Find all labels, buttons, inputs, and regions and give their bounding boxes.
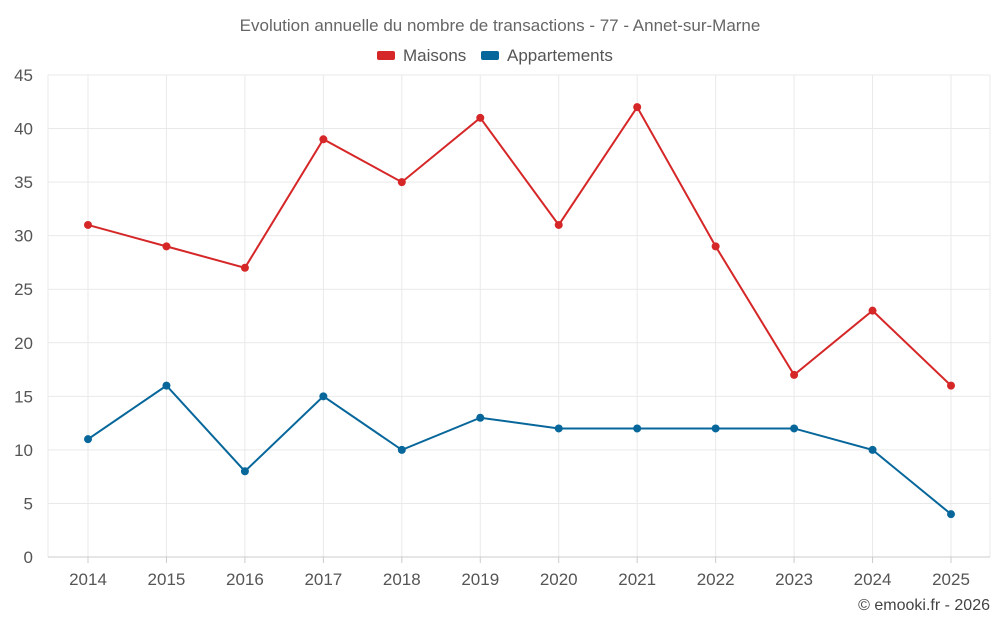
y-tick-label: 15 — [14, 387, 33, 406]
x-tick-label: 2024 — [854, 570, 892, 589]
y-tick-label: 10 — [14, 441, 33, 460]
data-point-maisons[interactable] — [319, 135, 328, 144]
y-tick-label: 5 — [24, 494, 33, 513]
y-axis-ticks: 0 5 10 15 20 25 30 35 40 45 — [14, 66, 33, 567]
data-point-appartements[interactable] — [84, 435, 92, 444]
footer-credit: © emooki.fr - 2026 — [858, 597, 990, 614]
data-point-maisons[interactable] — [790, 370, 799, 379]
y-tick-label: 35 — [14, 173, 33, 192]
legend: Maisons Appartements — [377, 46, 613, 65]
legend-item-appartements[interactable]: Appartements — [481, 46, 613, 65]
x-tick-label: 2021 — [618, 570, 656, 589]
x-tick-label: 2020 — [540, 570, 578, 589]
legend-swatch-maisons — [377, 51, 395, 60]
axis-layer — [48, 556, 990, 563]
data-point-appartements[interactable] — [240, 467, 249, 476]
x-tick-label: 2022 — [697, 570, 735, 589]
y-tick-label: 20 — [14, 334, 33, 353]
data-point-maisons[interactable] — [947, 381, 955, 390]
x-tick-label: 2018 — [383, 570, 421, 589]
data-point-maisons[interactable] — [868, 306, 877, 315]
data-point-appartements[interactable] — [319, 392, 328, 401]
y-tick-label: 40 — [14, 120, 33, 139]
x-tick-label: 2014 — [69, 570, 107, 589]
x-tick-label: 2025 — [932, 570, 970, 589]
y-tick-label: 45 — [14, 66, 33, 85]
series-maisons — [84, 103, 955, 390]
y-tick-label: 25 — [14, 280, 33, 299]
legend-swatch-appartements — [481, 51, 499, 60]
legend-label-maisons: Maisons — [403, 46, 466, 65]
x-axis-ticks: 2014 2015 2016 2017 2018 2019 2020 2021 2022 2023… — [69, 570, 970, 589]
series-layer — [84, 103, 955, 519]
data-point-appartements[interactable] — [554, 424, 563, 433]
x-tick-label: 2016 — [226, 570, 264, 589]
data-point-appartements[interactable] — [868, 445, 877, 454]
y-tick-label: 0 — [24, 548, 33, 567]
data-point-appartements[interactable] — [790, 424, 799, 433]
data-point-maisons[interactable] — [240, 263, 249, 272]
data-point-appartements[interactable] — [162, 381, 171, 390]
series-line-maisons — [87, 105, 952, 387]
data-point-appartements[interactable] — [633, 424, 642, 433]
data-point-appartements[interactable] — [947, 510, 955, 519]
legend-item-maisons[interactable]: Maisons — [377, 46, 466, 65]
x-tick-label: 2017 — [304, 570, 342, 589]
legend-label-appartements: Appartements — [507, 46, 613, 65]
series-line-appartements — [87, 384, 952, 515]
grid-layer — [47, 74, 991, 557]
chart-title: Evolution annuelle du nombre de transact… — [240, 16, 761, 35]
x-tick-label: 2019 — [461, 570, 499, 589]
data-point-appartements[interactable] — [397, 445, 406, 454]
x-tick-label: 2015 — [148, 570, 186, 589]
data-point-maisons[interactable] — [711, 242, 720, 251]
data-point-maisons[interactable] — [162, 242, 171, 251]
data-point-maisons[interactable] — [84, 220, 92, 229]
data-point-appartements[interactable] — [476, 413, 485, 422]
data-point-maisons[interactable] — [633, 103, 642, 112]
data-point-maisons[interactable] — [397, 178, 406, 187]
x-tick-label: 2023 — [775, 570, 813, 589]
data-point-maisons[interactable] — [476, 113, 485, 122]
series-appartements — [84, 381, 955, 519]
data-point-maisons[interactable] — [554, 220, 563, 229]
y-tick-label: 30 — [14, 227, 33, 246]
data-point-appartements[interactable] — [711, 424, 720, 433]
